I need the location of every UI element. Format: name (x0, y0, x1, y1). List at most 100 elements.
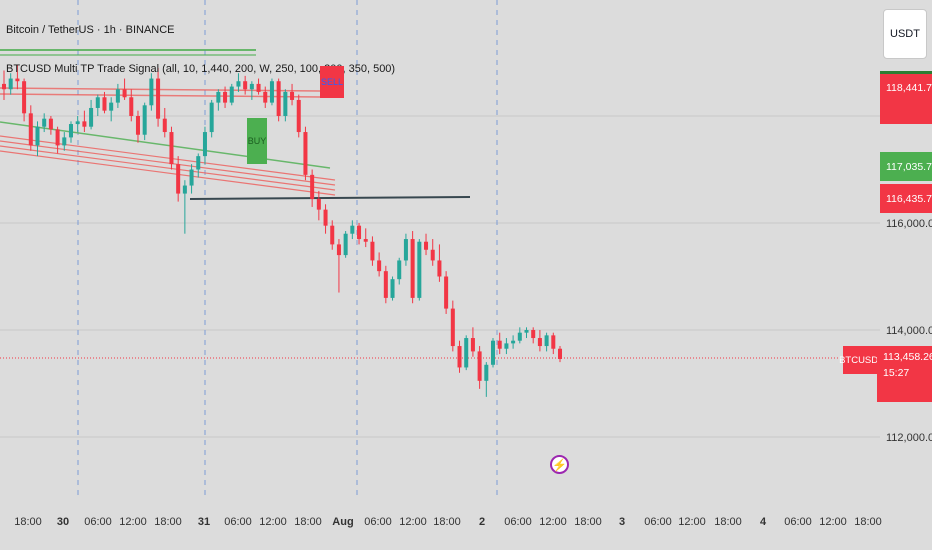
candle-body (75, 121, 80, 125)
time-axis-label: 06:00 (784, 516, 812, 528)
candle-body (169, 132, 174, 165)
candle-body (504, 343, 509, 349)
candle-body (343, 233, 348, 256)
candle-body (249, 83, 254, 90)
candle-body (524, 330, 529, 333)
time-axis-label: 06:00 (504, 516, 532, 528)
candle-body (162, 118, 167, 133)
candle-body (457, 346, 462, 368)
candle-body (397, 260, 402, 280)
current-price-tag: 113,458.26 15:27 (877, 346, 932, 402)
candle-body (269, 81, 274, 103)
tp-line-red-diag-2 (0, 145, 336, 191)
candle-body (149, 78, 154, 106)
candle-body (511, 340, 516, 344)
candle-body (430, 249, 435, 261)
time-axis-label: 18:00 (433, 516, 461, 528)
flash-event-icon[interactable]: ⚡ (550, 455, 569, 474)
candle-body (243, 81, 248, 90)
grid (0, 0, 880, 500)
time-axis-label: Aug (332, 516, 353, 528)
candle-body (410, 239, 415, 298)
candle-body (477, 351, 482, 381)
candle-body (129, 97, 134, 116)
candle-body (68, 124, 73, 138)
candle-body (403, 239, 408, 261)
entry-line (189, 196, 471, 200)
price-tag-mid-green: 117,035.79 (880, 152, 932, 181)
candle-body (491, 340, 496, 365)
candle-body (330, 225, 335, 245)
candle-body (256, 83, 261, 92)
time-axis-label: 18:00 (14, 516, 42, 528)
candle-body (557, 348, 563, 359)
candle-body (484, 364, 489, 381)
candle-body (444, 276, 449, 309)
tp-line-green-diag (0, 121, 331, 169)
indicator-label[interactable]: BTCUSD Multi TP Trade Signal (all, 10, 1… (6, 63, 396, 75)
time-axis[interactable]: 18:00 30 06:00 12:00 18:00 31 06:00 12:00 18:00 A… (14, 516, 882, 528)
candle-body (390, 279, 395, 298)
tag-top-marker (880, 71, 932, 74)
candle-body (209, 102, 214, 133)
candle-body (370, 241, 375, 261)
candle-body (156, 78, 161, 119)
candle-body (82, 121, 87, 127)
candle-body (55, 129, 60, 146)
candle-body (236, 81, 241, 87)
time-axis-label: 18:00 (714, 516, 742, 528)
candle-body (216, 91, 221, 103)
time-axis-label: 12:00 (678, 516, 706, 528)
sell-signal-label[interactable]: SELL (320, 66, 344, 98)
time-axis-label: 12:00 (399, 516, 427, 528)
candle-body (263, 91, 268, 103)
candle-body (142, 105, 147, 135)
candle-body (202, 132, 207, 157)
price-tag-mid-red: 116,435.79 (880, 184, 932, 213)
candle-body (517, 332, 522, 341)
candle-body (95, 97, 100, 108)
candle-body (296, 99, 301, 133)
candle-body (122, 89, 127, 98)
candle-body (336, 244, 341, 256)
time-axis-label: 4 (760, 516, 767, 528)
candle-body (1, 83, 7, 90)
price-axis-label: 114,000.00 (886, 325, 932, 337)
currency-button[interactable]: USDT (883, 9, 927, 59)
candle-body (89, 107, 94, 127)
symbol-title[interactable]: Bitcoin / TetherUS · 1h · BINANCE (6, 24, 175, 36)
time-axis-label: 06:00 (84, 516, 112, 528)
candle-body (350, 225, 355, 234)
time-axis-label: 18:00 (854, 516, 882, 528)
candle-body (42, 118, 47, 127)
candle-body (310, 174, 315, 199)
price-axis-label: 116,000.00 (886, 218, 932, 230)
candle-body (290, 91, 295, 100)
candle-body (464, 338, 469, 368)
tp-line-red-diag-3 (0, 150, 336, 196)
price-axis-label: 112,000.00 (886, 432, 932, 444)
candle-body (176, 164, 181, 194)
time-axis-label: 30 (57, 516, 69, 528)
countdown-timer: 15:27 (883, 367, 910, 379)
candle-body (28, 113, 33, 146)
candle-body (135, 116, 140, 135)
candle-body (102, 97, 107, 111)
tp-lines (0, 49, 880, 359)
candle-body (303, 132, 308, 175)
candle-body (437, 260, 442, 277)
time-axis-label: 18:00 (574, 516, 602, 528)
time-axis-label: 18:00 (154, 516, 182, 528)
candles (1, 65, 563, 397)
current-price-value: 113,458.26 (883, 351, 932, 363)
buy-signal-label[interactable]: BUY (247, 118, 267, 164)
candle-body (497, 340, 502, 349)
candle-body (383, 271, 388, 298)
time-axis-label: 06:00 (644, 516, 672, 528)
candle-body (22, 81, 27, 114)
candle-body (62, 137, 67, 146)
candle-body (551, 335, 556, 349)
time-axis-label: 06:00 (364, 516, 392, 528)
